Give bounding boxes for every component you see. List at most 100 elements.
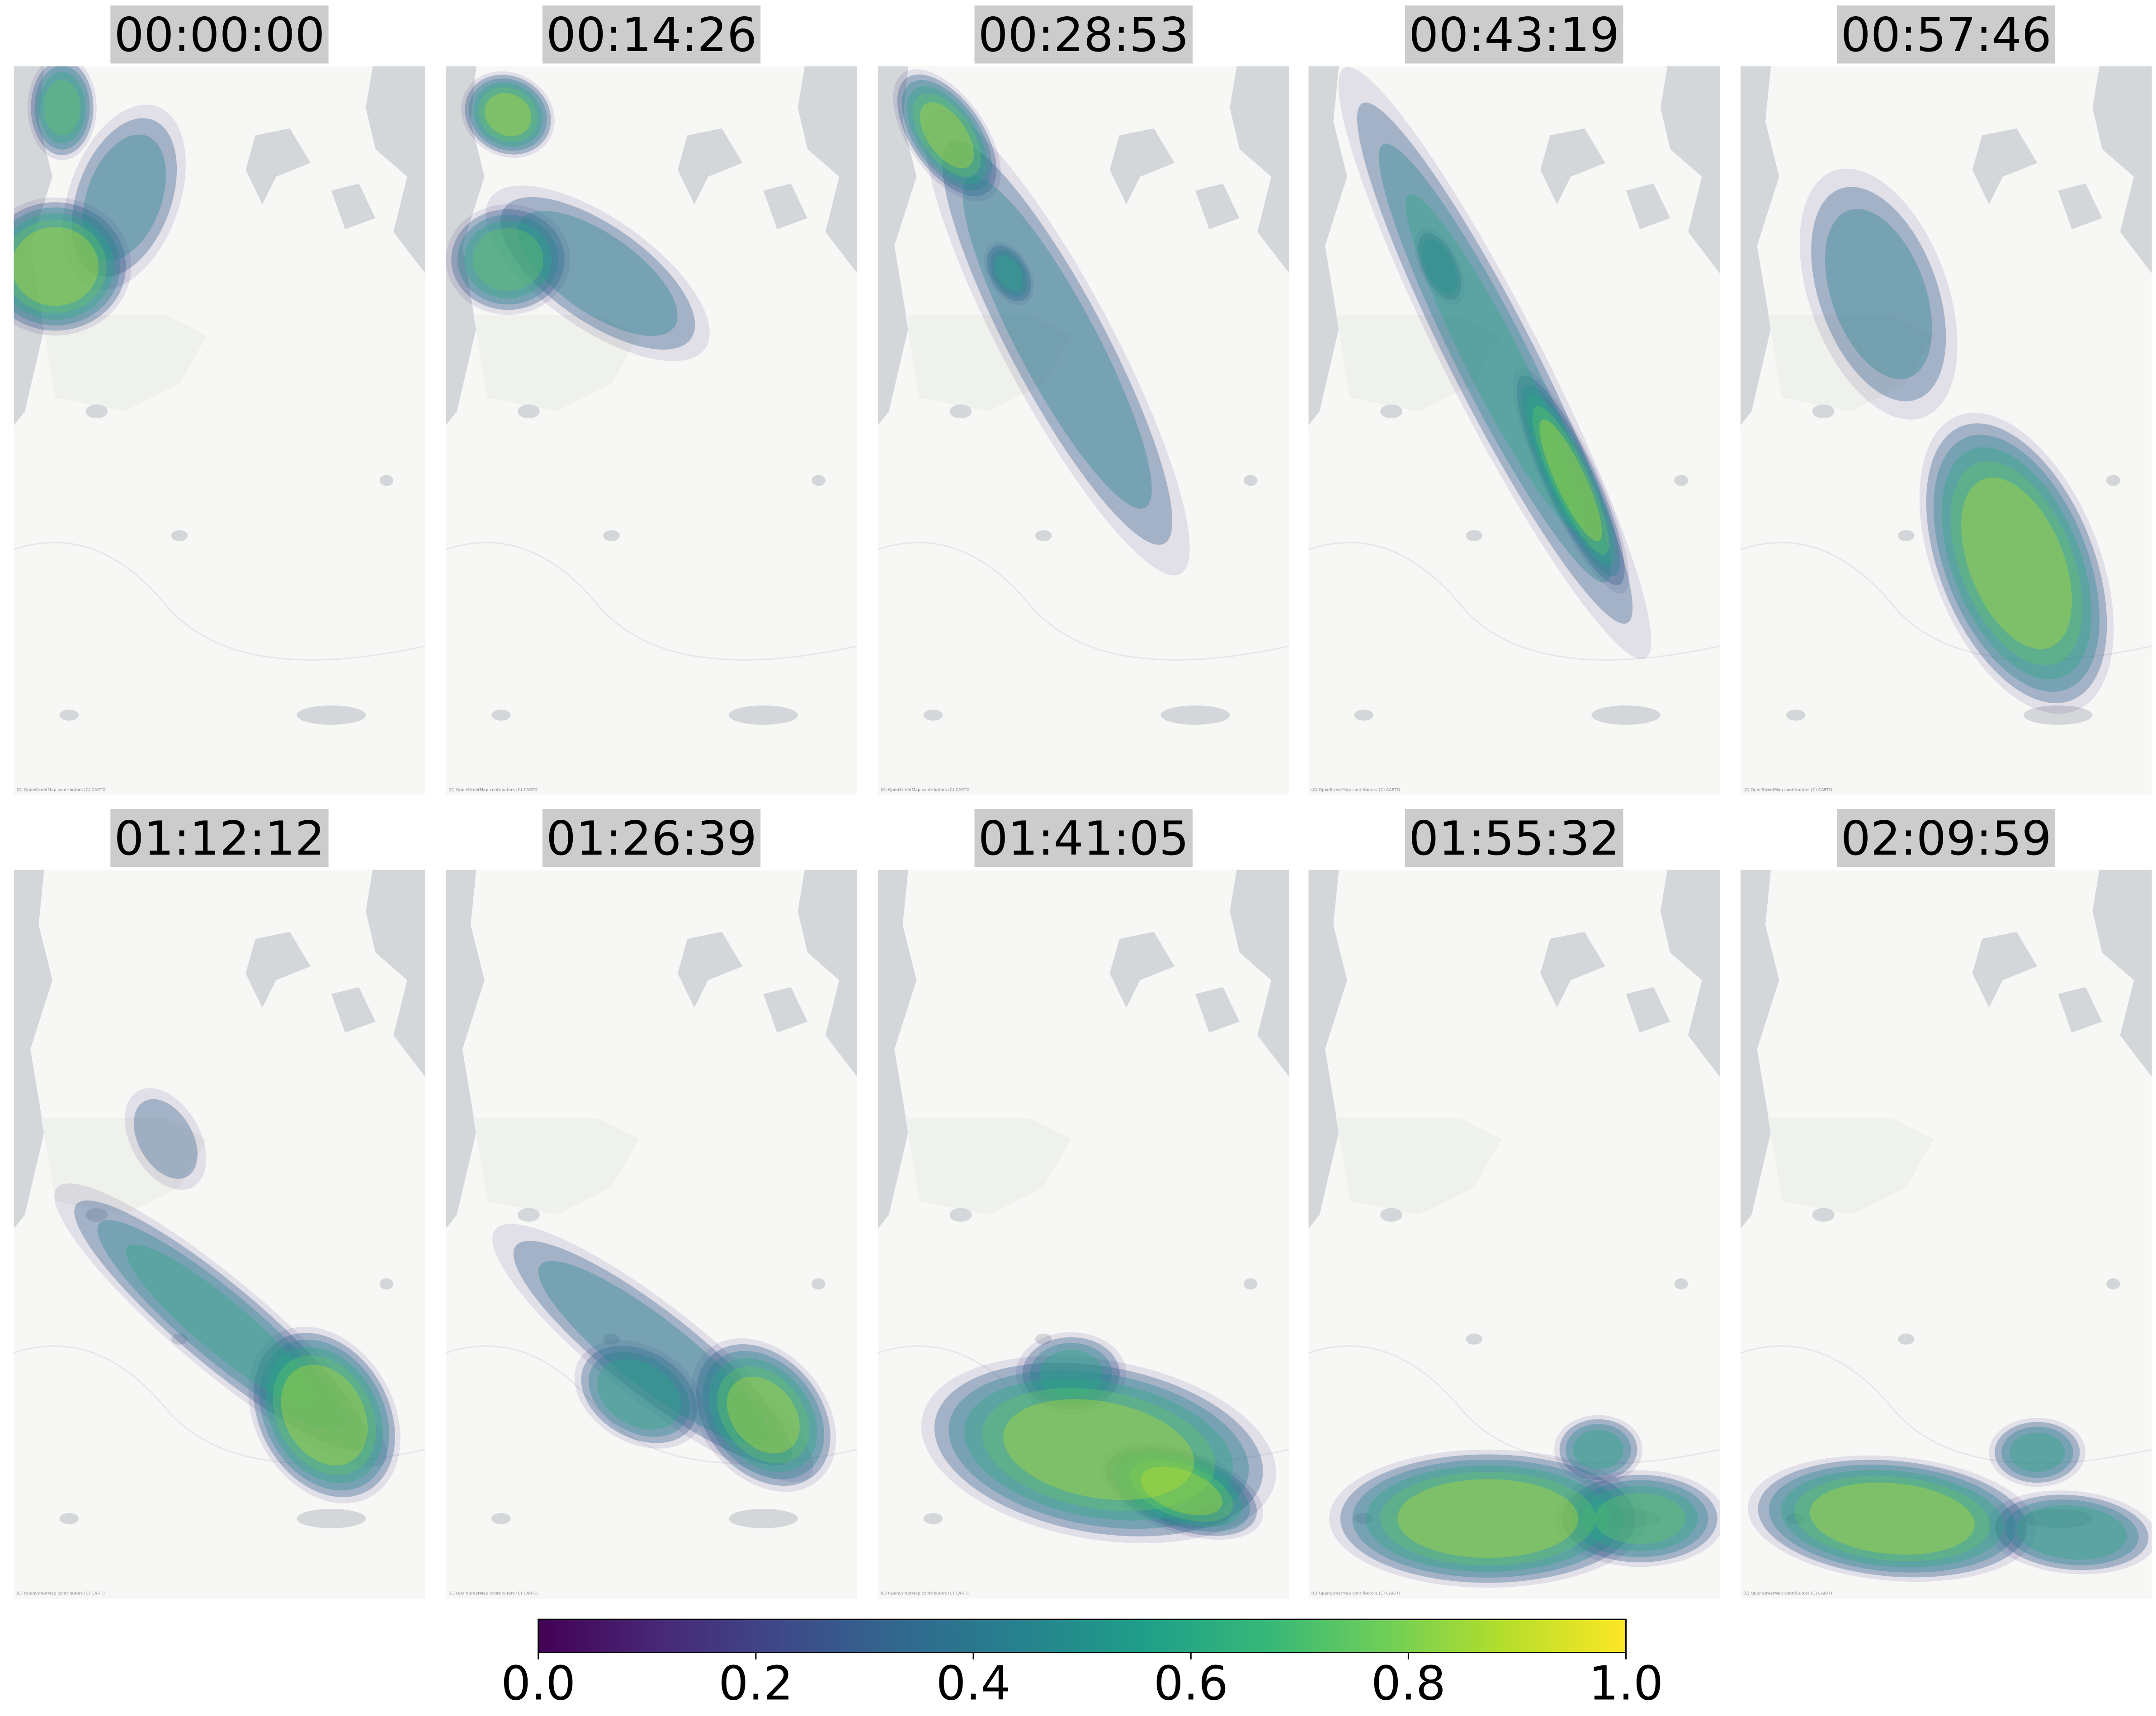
density-contour bbox=[1141, 1466, 1222, 1516]
density-contour bbox=[14, 227, 99, 306]
map-panel: (C) OpenStreetMap contributors (C) CARTO bbox=[1308, 870, 1720, 1599]
title-box bbox=[974, 5, 1193, 64]
density-contour bbox=[1380, 1471, 1596, 1565]
density-contour bbox=[513, 1241, 793, 1465]
panel-title: 01:26:39 bbox=[546, 812, 757, 866]
density-contour bbox=[2005, 1499, 2139, 1565]
basemap bbox=[446, 66, 858, 795]
colorbar-tick-label: 1.0 bbox=[1589, 1656, 1663, 1711]
density-layer bbox=[446, 71, 710, 361]
density-contour bbox=[38, 72, 86, 143]
density-contour bbox=[1512, 367, 1629, 594]
density-contour bbox=[1113, 1450, 1250, 1532]
density-contour bbox=[71, 118, 177, 277]
map-panel: (C) OpenStreetMap contributors (C) CARTO bbox=[1740, 870, 2152, 1599]
density-contour bbox=[484, 93, 532, 137]
title-box bbox=[110, 809, 329, 867]
density-contour bbox=[925, 109, 1190, 576]
density-contour bbox=[948, 1370, 1249, 1529]
panel-title: 00:57:46 bbox=[1841, 8, 2052, 62]
density-contour bbox=[478, 87, 538, 142]
density-contour bbox=[2010, 1432, 2065, 1472]
panel-title: 01:55:32 bbox=[1409, 812, 1619, 866]
density-contour bbox=[921, 1356, 1276, 1543]
density-contour bbox=[1554, 1415, 1643, 1484]
density-contour bbox=[1573, 1430, 1624, 1470]
density-layer bbox=[54, 1088, 401, 1503]
title-box bbox=[542, 809, 761, 867]
density-contour bbox=[1406, 194, 1584, 532]
density-contour bbox=[133, 1099, 198, 1179]
density-contour bbox=[597, 1359, 681, 1430]
density-contour bbox=[901, 80, 992, 191]
density-contour bbox=[1329, 1449, 1647, 1588]
map-panel: (C) OpenStreetMap contributors (C) CARTO bbox=[1308, 66, 1720, 795]
panel-title: 00:43:19 bbox=[1409, 8, 1619, 62]
density-contour bbox=[709, 1358, 817, 1472]
map-panel: (C) OpenStreetMap contributors (C) CARTO bbox=[877, 870, 1289, 1599]
density-contour bbox=[1594, 1493, 1685, 1544]
attribution: (C) OpenStreetMap contributors (C) CARTO bbox=[448, 788, 538, 792]
density-contour bbox=[1562, 1475, 1717, 1563]
density-contour bbox=[125, 1088, 207, 1190]
map-panel: (C) OpenStreetMap contributors (C) CARTO bbox=[1740, 66, 2152, 795]
density-contour bbox=[1338, 67, 1651, 659]
density-contour bbox=[248, 1327, 401, 1503]
density-contour bbox=[14, 207, 120, 326]
density-contour bbox=[702, 1351, 824, 1480]
density-contour bbox=[920, 102, 974, 169]
map-panel: (C) OpenStreetMap contributors (C) CARTO bbox=[14, 870, 425, 1599]
density-contour bbox=[469, 78, 547, 151]
density-contour bbox=[1934, 435, 2100, 692]
attribution: (C) OpenStreetMap contributors (C) CARTO bbox=[1743, 1591, 1832, 1596]
density-contour bbox=[1769, 1465, 2016, 1573]
density-layer bbox=[1329, 1415, 1720, 1588]
density-contour bbox=[1995, 1494, 2149, 1570]
density-contour bbox=[913, 93, 981, 177]
density-contour bbox=[31, 66, 94, 156]
density-contour bbox=[28, 66, 97, 161]
density-contour bbox=[1022, 1337, 1120, 1410]
density-contour bbox=[1758, 1460, 2027, 1578]
density-contour bbox=[1581, 1485, 1698, 1551]
density-contour bbox=[74, 1200, 368, 1451]
density-contour bbox=[987, 245, 1031, 302]
density-contour bbox=[991, 250, 1028, 297]
density-contour bbox=[964, 1378, 1233, 1521]
density-contour bbox=[1016, 1332, 1127, 1415]
density-layer bbox=[893, 69, 1190, 576]
density-contour bbox=[588, 1352, 690, 1437]
density-contour bbox=[1554, 1470, 1720, 1567]
density-contour bbox=[2016, 1505, 2128, 1560]
attribution: (C) OpenStreetMap contributors (C) CARTO bbox=[17, 788, 106, 792]
density-contour bbox=[897, 74, 997, 196]
density-contour bbox=[14, 202, 126, 331]
density-contour bbox=[457, 214, 559, 305]
density-contour bbox=[1106, 1446, 1257, 1536]
density-contour bbox=[486, 185, 710, 361]
density-contour bbox=[1039, 1350, 1103, 1398]
density-contour bbox=[1566, 1424, 1631, 1475]
density-contour bbox=[1748, 1455, 2037, 1582]
density-contour bbox=[1521, 384, 1620, 577]
density-contour bbox=[1926, 423, 2107, 704]
density-contour bbox=[2001, 1427, 2073, 1478]
density-contour bbox=[1003, 1399, 1194, 1500]
density-contour bbox=[962, 176, 1152, 509]
density-contour bbox=[254, 1333, 395, 1498]
density-contour bbox=[14, 197, 132, 336]
density-layer bbox=[1338, 67, 1651, 659]
density-contour bbox=[575, 1340, 704, 1449]
density-contour bbox=[451, 209, 565, 310]
density-contour bbox=[273, 1355, 376, 1475]
density-contour bbox=[1415, 228, 1465, 305]
density-contour bbox=[1340, 1454, 1636, 1583]
attribution: (C) OpenStreetMap contributors (C) CARTO bbox=[1743, 788, 1832, 792]
density-contour bbox=[717, 1366, 810, 1464]
title-box bbox=[110, 5, 329, 64]
density-contour bbox=[1794, 1475, 1991, 1562]
density-contour bbox=[984, 241, 1034, 305]
density-contour bbox=[1352, 1459, 1624, 1578]
